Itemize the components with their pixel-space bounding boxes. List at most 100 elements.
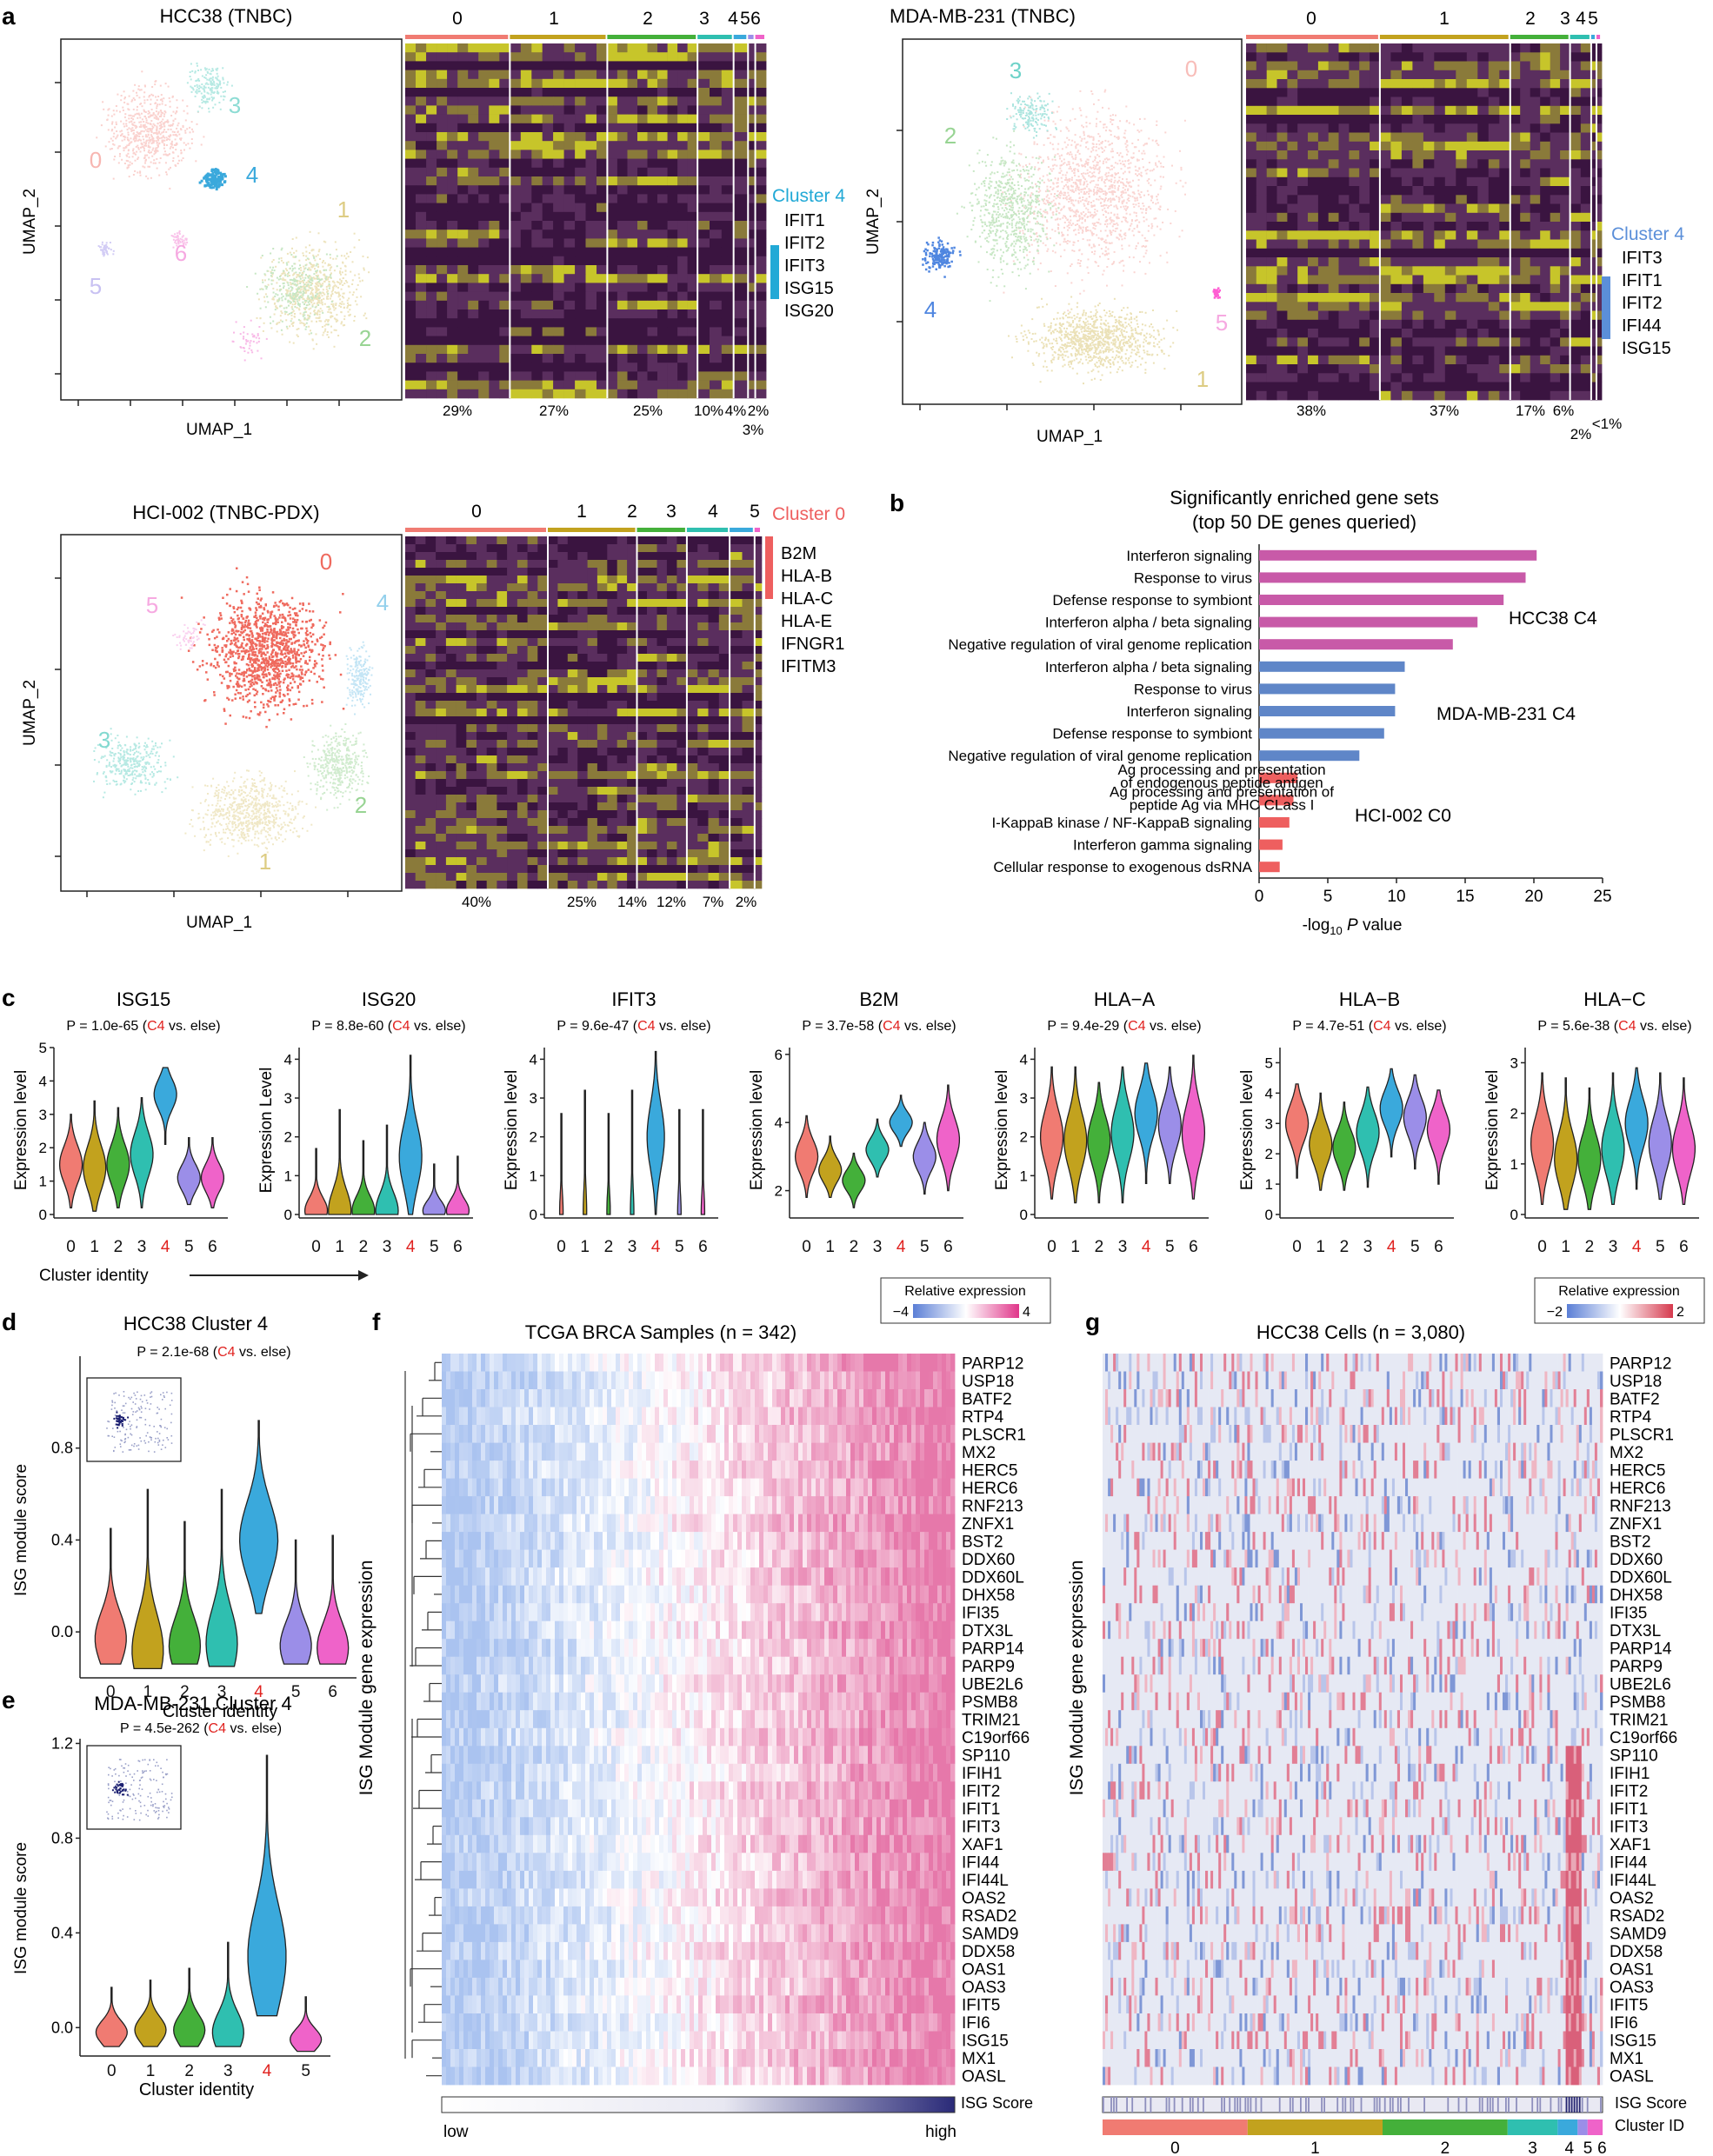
umap-point — [1071, 108, 1074, 110]
umap-point — [281, 259, 283, 262]
heatmap-cell — [416, 318, 427, 328]
heatmap-cell — [710, 256, 723, 266]
umap-point — [1070, 143, 1073, 146]
heatmap-cell — [721, 327, 734, 336]
umap-point — [201, 102, 203, 104]
umap-point — [215, 184, 218, 188]
heatmap-cell — [542, 309, 554, 319]
umap-point — [152, 137, 155, 139]
heatmap-cell — [510, 318, 522, 328]
umap-point — [1057, 143, 1060, 145]
umap-point — [1066, 225, 1069, 228]
heatmap-cell — [585, 300, 597, 310]
umap-point — [1136, 158, 1138, 161]
umap-point — [272, 320, 275, 323]
umap-point — [365, 317, 368, 320]
umap-point — [1085, 125, 1088, 128]
umap-point — [158, 116, 161, 117]
umap-point — [1151, 170, 1154, 172]
heatmap-cell — [687, 185, 698, 195]
umap-point — [1066, 219, 1069, 221]
umap-point — [1063, 215, 1065, 217]
heatmap-cell — [667, 203, 678, 213]
umap-point — [1114, 179, 1116, 182]
umap-point — [127, 108, 130, 110]
umap-point — [299, 277, 302, 280]
umap-point — [298, 297, 301, 300]
umap-point — [305, 299, 308, 302]
umap-point — [311, 305, 314, 308]
umap-point — [1091, 347, 1094, 349]
umap-point — [1104, 250, 1107, 252]
umap-point — [1103, 270, 1105, 272]
heatmap-cell — [426, 150, 437, 159]
heatmap-cell — [457, 371, 469, 381]
umap-point — [317, 301, 320, 303]
heatmap-cell — [426, 132, 437, 142]
heatmap-cell — [697, 105, 710, 115]
heatmap-cell — [637, 194, 648, 203]
umap-point — [159, 98, 162, 101]
umap-point — [118, 145, 121, 148]
umap-point — [154, 131, 157, 134]
umap-point — [323, 262, 326, 264]
umap-point — [295, 288, 297, 290]
umap-point — [349, 291, 351, 294]
umap-point — [208, 184, 211, 188]
umap-point — [132, 132, 135, 135]
umap-point — [119, 153, 121, 155]
umap-point — [1081, 222, 1083, 224]
heatmap-cell — [748, 230, 756, 239]
umap-point — [216, 83, 218, 85]
umap-point — [295, 271, 297, 274]
umap-point — [1108, 349, 1110, 351]
umap-point — [307, 281, 310, 283]
heatmap-cell — [755, 309, 767, 319]
heatmap-cell — [542, 389, 554, 399]
umap-point — [294, 303, 297, 305]
heatmap-cell — [748, 309, 756, 319]
heatmap-cell — [416, 327, 427, 336]
heatmap-cell — [710, 141, 723, 150]
umap-point — [1046, 219, 1048, 222]
umap-point — [289, 341, 291, 343]
umap-point — [349, 313, 351, 316]
umap-point — [1069, 222, 1071, 224]
umap-point — [132, 118, 135, 121]
umap-point — [1095, 125, 1097, 128]
heatmap-cell — [733, 203, 749, 213]
heatmap-cell — [748, 114, 756, 124]
heatmap-cell — [457, 194, 469, 203]
heatmap-cell — [597, 291, 608, 302]
umap-point — [1106, 266, 1109, 268]
heatmap-cell — [531, 176, 543, 186]
umap-point — [1079, 264, 1082, 267]
umap-point — [197, 110, 199, 113]
heatmap-cell — [607, 300, 618, 310]
heatmap-cell — [426, 167, 437, 177]
umap-point — [1033, 212, 1036, 215]
umap-point — [1030, 192, 1033, 195]
umap-point — [273, 303, 276, 305]
umap-point — [116, 130, 118, 132]
umap-point — [1115, 356, 1117, 359]
umap-point — [1086, 163, 1089, 165]
umap-point — [243, 331, 245, 334]
umap-point — [190, 85, 192, 88]
umap-point — [108, 108, 110, 110]
umap-point — [1087, 332, 1090, 335]
heatmap-cell — [457, 70, 469, 80]
umap-point — [1036, 197, 1039, 200]
umap-point — [203, 184, 207, 188]
umap-point — [305, 307, 308, 309]
umap-point — [311, 303, 314, 306]
umap-point — [1103, 350, 1106, 353]
umap-point — [131, 156, 134, 158]
umap-point — [299, 322, 302, 324]
umap-point — [123, 163, 126, 164]
umap-point — [114, 156, 117, 157]
umap-point — [309, 244, 311, 247]
umap-point — [1035, 183, 1036, 185]
heatmap-cell — [585, 247, 597, 257]
umap-point — [270, 275, 272, 277]
